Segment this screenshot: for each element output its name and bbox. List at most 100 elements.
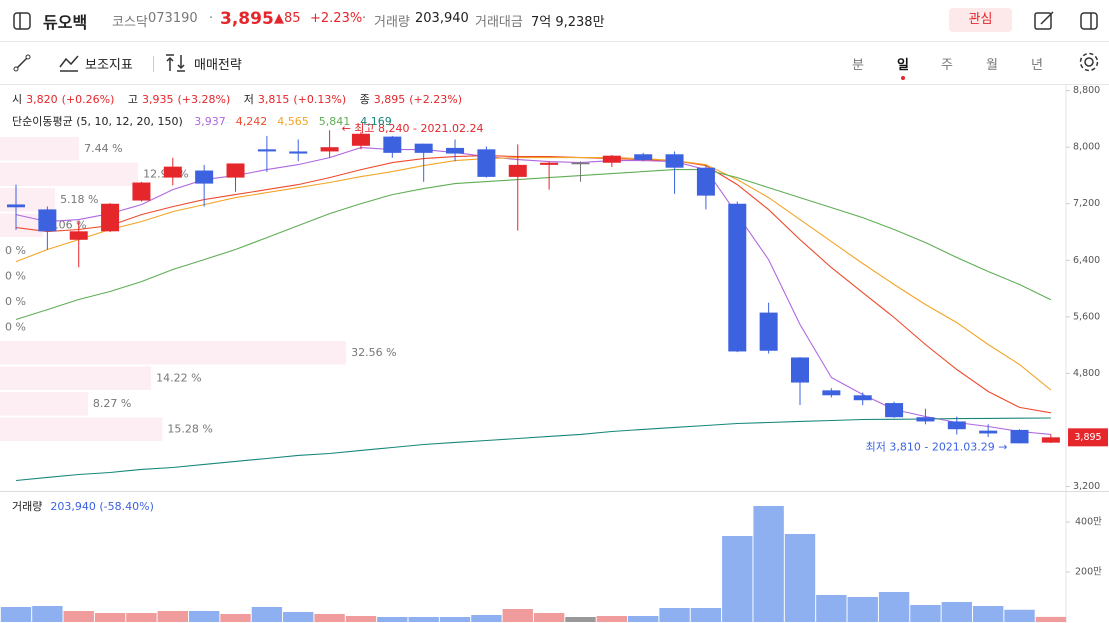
volume-bar — [220, 614, 251, 622]
candle-body — [101, 203, 120, 232]
candle-body — [540, 162, 559, 165]
ohlc-label: 고 — [127, 93, 138, 106]
candle-body — [885, 403, 904, 418]
ma-value: 5,841 — [318, 115, 351, 128]
candle-body — [195, 170, 214, 184]
candle-body — [7, 204, 25, 208]
period[interactable]: 분 — [852, 58, 864, 73]
candle-body — [696, 167, 715, 196]
volume-bar — [32, 606, 63, 622]
edit-icon[interactable] — [1033, 10, 1055, 32]
period[interactable]: 일 — [893, 54, 913, 80]
candle-body — [728, 203, 747, 352]
profile-bar — [0, 366, 152, 390]
min-annotation: 최저 3,810 - 2021.03.29 → — [866, 440, 1008, 453]
ma-value: 4,169 — [360, 115, 392, 128]
candle-body — [446, 147, 465, 154]
panel-icon[interactable] — [1079, 11, 1099, 31]
volume-bar — [722, 536, 753, 622]
ohlc-change: (+0.26%) — [61, 93, 115, 106]
candle-body — [508, 164, 527, 177]
amount-label: 거래대금 — [475, 15, 523, 30]
candle-body — [383, 136, 402, 153]
profile-bar — [0, 188, 56, 212]
volume-bar — [1035, 616, 1067, 622]
settings-icon[interactable] — [1078, 51, 1100, 73]
profile-label: 8.27 % — [93, 397, 131, 410]
candle-body — [665, 154, 684, 168]
volume-bar — [126, 613, 157, 622]
volume-summary: 203,940 (-58.40%) — [50, 500, 154, 513]
candle-body — [916, 417, 935, 422]
profile-label: 7.44 % — [84, 142, 122, 155]
profile-label: 4.06 % — [48, 219, 86, 232]
strategy[interactable]: 매매전략 — [194, 58, 242, 73]
volume-bar — [94, 613, 126, 622]
ohlc-label: 시 — [12, 93, 23, 106]
change: ▲85 — [274, 11, 301, 26]
volume-bar — [63, 611, 94, 622]
candle-body — [634, 154, 653, 160]
candle-body — [853, 395, 872, 401]
y-tick-label: 8,000 — [1073, 142, 1100, 153]
profile-bar — [0, 341, 347, 365]
volume-bar — [878, 592, 910, 622]
period[interactable]: 월 — [986, 58, 998, 73]
volume-bar — [910, 605, 941, 622]
candle-body — [226, 163, 245, 178]
candle-body — [1010, 429, 1029, 444]
ohlc-change: (+3.28%) — [177, 93, 231, 106]
ohlc-value: 3,895 — [373, 93, 406, 106]
y-tick-label: 6,400 — [1073, 255, 1100, 266]
volume-bar — [283, 612, 314, 622]
ma-line — [15, 155, 1051, 414]
profile-label: 5.18 % — [60, 193, 98, 206]
sidebar-icon[interactable] — [12, 11, 32, 31]
volume-bar — [1004, 609, 1035, 622]
header: 듀오백 코스닥 073190 · 3,895 ▲85 +2.23% · 거래량 … — [0, 0, 1109, 42]
ma-legend: 단순이동평균 (5, 10, 12, 20, 150) 3,937 4,242 4,… — [12, 113, 402, 129]
profile-label: 0 % — [5, 270, 26, 283]
volume-bar — [847, 597, 878, 622]
profile-bar — [0, 213, 44, 237]
change-pct: +2.23% — [310, 11, 363, 26]
ma-line — [15, 417, 1051, 482]
volume-bar — [157, 611, 188, 622]
candle-body — [947, 421, 966, 430]
stock-name: 듀오백 — [43, 13, 88, 32]
strategy-icon[interactable] — [165, 53, 189, 73]
profile-bar — [0, 162, 139, 186]
indicators[interactable]: 보조지표 — [85, 58, 133, 73]
max-annotation: ← 최고 8,240 - 2021.02.24 — [342, 122, 484, 135]
volume-bar — [314, 614, 345, 622]
draw-icon[interactable] — [12, 53, 32, 73]
separator: · — [209, 11, 214, 26]
volume-title: 거래량 — [12, 500, 43, 513]
profile-label: 0 % — [5, 295, 26, 308]
profile-label: 15.28 % — [167, 423, 212, 436]
watch-button[interactable]: 관심 — [949, 8, 1012, 32]
candle-body — [571, 162, 590, 165]
price: 3,895 — [220, 9, 274, 29]
y-tick-label: 8,800 — [1073, 85, 1100, 96]
ohlc-value: 3,820 — [26, 93, 58, 106]
volume-bar — [784, 534, 816, 622]
volume-bar — [439, 617, 471, 622]
price-tag-label: 3,895 — [1074, 432, 1101, 443]
volume-bar — [753, 506, 784, 622]
candle-body — [320, 147, 339, 152]
period[interactable]: 년 — [1031, 58, 1043, 73]
y-tick-label: 400만 — [1075, 517, 1102, 528]
volume-bar — [596, 616, 628, 622]
ohlc-legend: 시 3,820 (+0.26%) 고 3,935 (+3.28%) 저 3,815 (+0.… — [12, 91, 466, 107]
volume-bar — [972, 606, 1004, 622]
candle-body — [132, 182, 151, 201]
indicator-icon[interactable] — [58, 53, 80, 73]
profile-bar — [0, 137, 80, 161]
volume-bar — [816, 595, 847, 622]
period[interactable]: 주 — [941, 58, 953, 73]
price-tag — [1068, 428, 1108, 447]
amount: 7억 9,238만 — [531, 15, 605, 30]
candle-body — [257, 149, 276, 152]
